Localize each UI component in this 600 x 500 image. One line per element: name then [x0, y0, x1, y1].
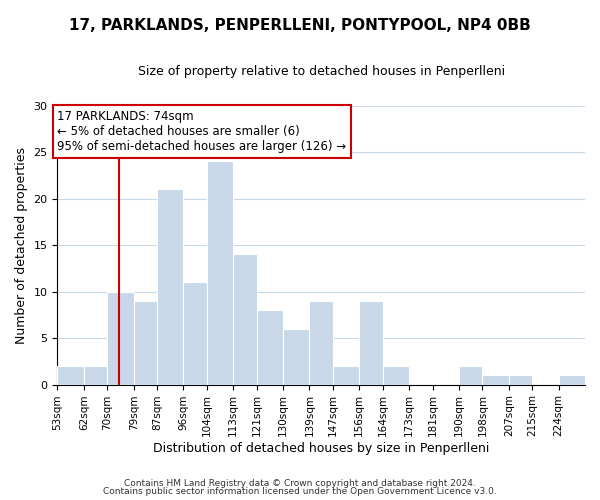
Bar	[184, 282, 207, 384]
Bar	[459, 366, 482, 384]
Bar	[359, 301, 383, 384]
Bar	[207, 162, 233, 384]
X-axis label: Distribution of detached houses by size in Penperlleni: Distribution of detached houses by size …	[153, 442, 490, 455]
Bar	[233, 254, 257, 384]
Title: Size of property relative to detached houses in Penperlleni: Size of property relative to detached ho…	[137, 65, 505, 78]
Text: Contains HM Land Registry data © Crown copyright and database right 2024.: Contains HM Land Registry data © Crown c…	[124, 478, 476, 488]
Bar	[333, 366, 359, 384]
Bar	[383, 366, 409, 384]
Bar	[84, 366, 107, 384]
Bar	[283, 329, 310, 384]
Text: 17, PARKLANDS, PENPERLLENI, PONTYPOOL, NP4 0BB: 17, PARKLANDS, PENPERLLENI, PONTYPOOL, N…	[69, 18, 531, 32]
Text: 17 PARKLANDS: 74sqm
← 5% of detached houses are smaller (6)
95% of semi-detached: 17 PARKLANDS: 74sqm ← 5% of detached hou…	[58, 110, 347, 153]
Bar	[58, 366, 84, 384]
Bar	[257, 310, 283, 384]
Bar	[310, 301, 333, 384]
Bar	[559, 376, 585, 384]
Bar	[107, 292, 134, 384]
Bar	[509, 376, 532, 384]
Text: Contains public sector information licensed under the Open Government Licence v3: Contains public sector information licen…	[103, 487, 497, 496]
Bar	[157, 190, 184, 384]
Y-axis label: Number of detached properties: Number of detached properties	[15, 146, 28, 344]
Bar	[482, 376, 509, 384]
Bar	[134, 301, 157, 384]
